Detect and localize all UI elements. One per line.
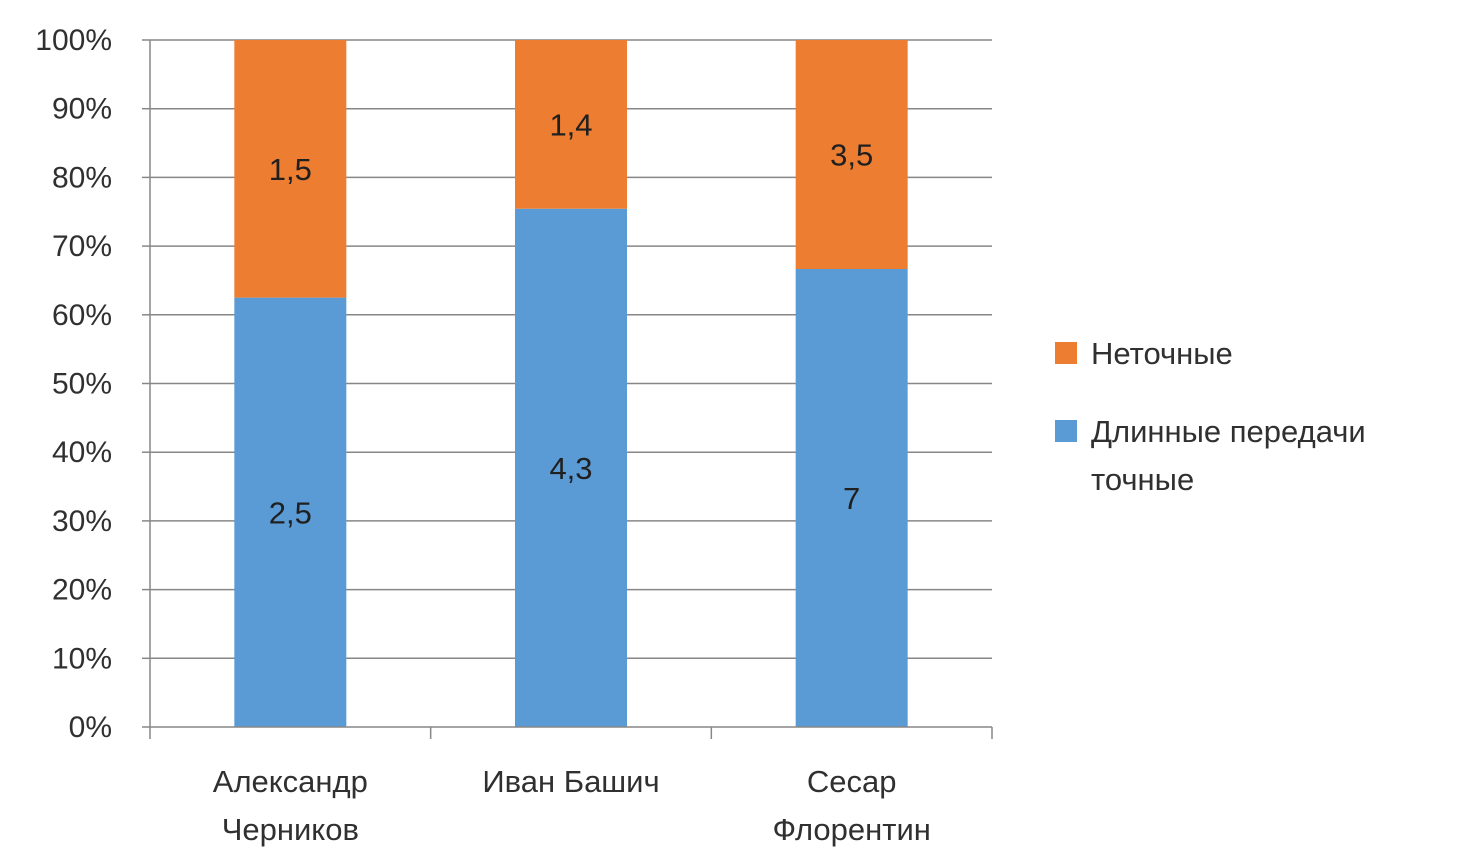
legend-label-inaccurate: Неточные	[1091, 330, 1233, 378]
legend-item-inaccurate: Неточные	[1055, 330, 1450, 378]
bar-segment	[795, 269, 908, 727]
bars	[234, 40, 908, 728]
data-labels: 2,5 1,5 4,3 1,4 7 3,5	[269, 107, 873, 530]
bar-segment	[515, 40, 627, 209]
y-tick-label: 50%	[52, 368, 112, 401]
data-label: 1,5	[269, 152, 312, 187]
x-category-label: Черников	[222, 812, 359, 847]
x-category-label: Сесар	[807, 764, 897, 799]
legend-label-line: Неточные	[1091, 336, 1233, 371]
y-tick-label: 100%	[35, 24, 112, 57]
y-tick-label: 90%	[52, 93, 112, 126]
legend-swatch-accurate	[1055, 420, 1077, 442]
data-label: 3,5	[830, 138, 873, 173]
data-label: 4,3	[549, 451, 592, 486]
x-category-label: Иван Башич	[482, 764, 659, 799]
bar-segment	[234, 40, 347, 298]
legend: Неточные Длинные передачи точные	[1055, 330, 1450, 534]
y-tick-label: 30%	[52, 505, 112, 538]
x-axis-categories: Александр Черников Иван Башич Сесар Флоренти…	[213, 764, 931, 847]
data-label: 1,4	[549, 107, 592, 142]
y-tick-label: 40%	[52, 436, 112, 469]
x-category-label: Александр	[213, 764, 368, 799]
data-label: 7	[843, 481, 860, 516]
y-tick-label: 20%	[52, 574, 112, 607]
x-category-label: Флорентин	[772, 812, 930, 847]
bar-segment	[795, 40, 908, 269]
legend-swatch-inaccurate	[1055, 342, 1077, 364]
y-tick-label: 80%	[52, 161, 112, 194]
legend-item-accurate: Длинные передачи точные	[1055, 408, 1450, 504]
legend-label-accurate: Длинные передачи точные	[1091, 408, 1366, 504]
bar-segment	[515, 208, 627, 728]
y-axis-ticks: 0% 10% 20% 30% 40% 50% 60% 70% 80% 90% 100%	[35, 24, 112, 744]
y-tick-label: 60%	[52, 299, 112, 332]
stacked-percent-bar-chart: 0% 10% 20% 30% 40% 50% 60% 70% 80% 90% 100% Алекса…	[35, 24, 993, 847]
legend-label-line: точные	[1091, 462, 1195, 497]
legend-label-line: Длинные передачи	[1091, 414, 1366, 449]
y-tick-label: 10%	[52, 642, 112, 675]
axes	[142, 39, 993, 739]
y-tick-label: 0%	[69, 711, 112, 744]
bar-segment	[234, 297, 347, 727]
data-label: 2,5	[269, 495, 312, 530]
y-tick-label: 70%	[52, 230, 112, 263]
